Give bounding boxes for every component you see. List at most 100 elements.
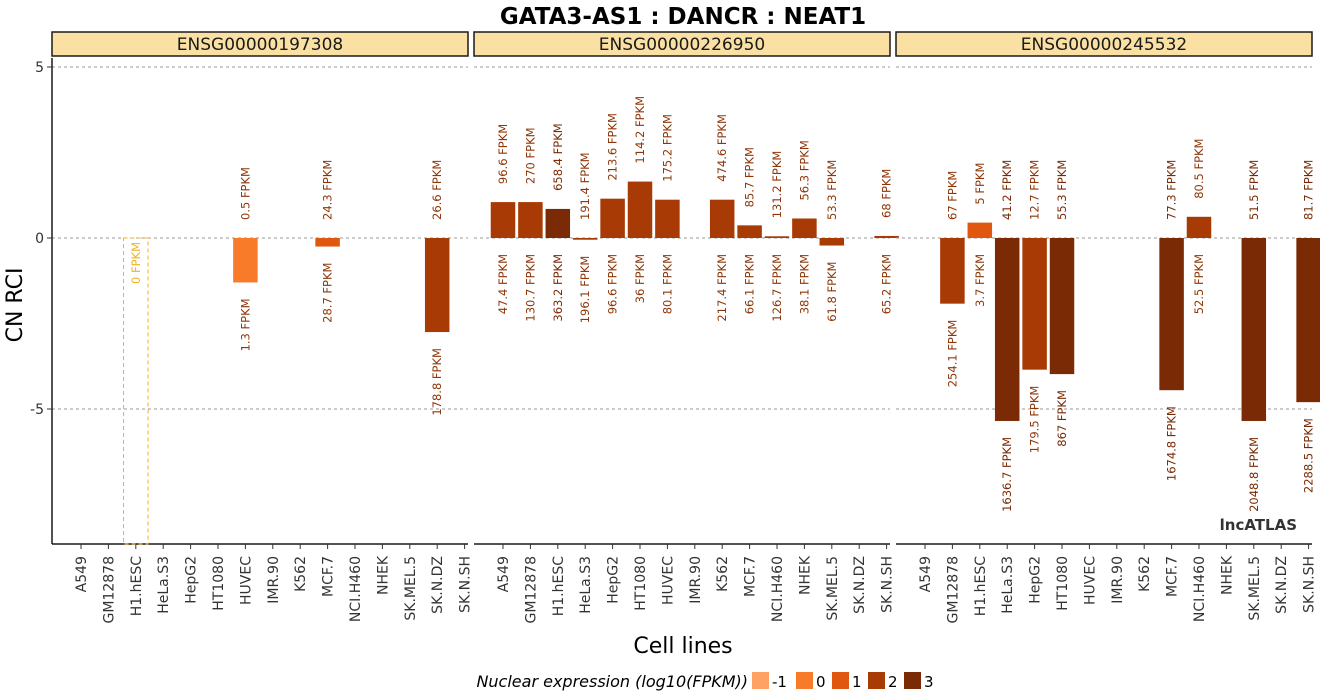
cytoplasmic-fpkm-label: 270 FPKM <box>523 127 537 184</box>
legend-swatch <box>868 672 885 689</box>
x-tick-label: HeLa.S3 <box>1000 556 1016 614</box>
nuclear-fpkm-label: 66.1 FPKM <box>743 254 757 314</box>
x-tick-label: HT1080 <box>1055 556 1071 611</box>
x-tick-label: H1.hESC <box>129 556 145 616</box>
nuclear-fpkm-label: 178.8 FPKM <box>430 348 444 416</box>
nuclear-fpkm-label: 1674.8 FPKM <box>1165 406 1179 481</box>
x-tick-label: SK.N.DZ <box>852 556 868 614</box>
cytoplasmic-fpkm-label: 0.5 FPKM <box>238 167 252 220</box>
x-axis-title: Cell lines <box>633 634 732 659</box>
nuclear-fpkm-label: 2288.5 FPKM <box>1302 418 1316 493</box>
legend-swatch <box>832 672 849 689</box>
bar-NCI.H460 <box>764 236 790 238</box>
legend-label: 1 <box>852 673 862 691</box>
chart-title: GATA3-AS1 : DANCR : NEAT1 <box>500 4 866 30</box>
cytoplasmic-fpkm-label: 474.6 FPKM <box>715 114 729 182</box>
x-tick-label: HUVEC <box>660 556 676 605</box>
x-tick-label: HUVEC <box>238 556 254 605</box>
legend-swatch <box>752 672 769 689</box>
cytoplasmic-fpkm-label: 55.3 FPKM <box>1055 160 1069 220</box>
x-tick-label: HUVEC <box>1082 556 1098 605</box>
x-tick-label: IMR.90 <box>1110 556 1126 604</box>
nuclear-fpkm-label: 96.6 FPKM <box>606 254 620 314</box>
bar-SK.MEL.5 <box>819 238 845 246</box>
nuclear-fpkm-label: 179.5 FPKM <box>1028 386 1042 454</box>
cytoplasmic-fpkm-label: 24.3 FPKM <box>321 160 335 220</box>
y-tick-label: -5 <box>30 402 44 418</box>
nuclear-fpkm-label: 867 FPKM <box>1055 390 1069 447</box>
x-tick-label: GM12878 <box>523 556 539 623</box>
x-tick-label: HeLa.S3 <box>578 556 594 614</box>
legend-swatch <box>796 672 813 689</box>
nuclear-fpkm-label: 47.4 FPKM <box>496 254 510 314</box>
x-tick-label: SK.N.DZ <box>430 556 446 614</box>
x-tick-label: NCI.H460 <box>1192 556 1208 622</box>
cytoplasmic-fpkm-label: 80.5 FPKM <box>1192 139 1206 199</box>
legend: Nuclear expression (log10(FPKM)) -1 0 1 2 3 <box>476 672 934 691</box>
x-tick-label: NHEK <box>1219 555 1235 595</box>
cytoplasmic-fpkm-label: 658.4 FPKM <box>551 123 565 191</box>
panel-strip <box>895 31 1313 57</box>
cytoplasmic-fpkm-label: 53.3 FPKM <box>825 160 839 220</box>
panel-1: ENSG00000197308 A549 GM12878 H1.hESC HeLa.S3… <box>51 31 474 623</box>
bar-HT1080 <box>1049 238 1075 375</box>
x-tick-label: A549 <box>918 556 934 592</box>
nuclear-fpkm-label: 38.1 FPKM <box>797 254 811 314</box>
bar-HUVEC <box>233 238 258 283</box>
x-tick-label: H1.hESC <box>973 556 989 616</box>
cytoplasmic-fpkm-label: 68 FPKM <box>880 169 894 218</box>
legend-label: 0 <box>816 673 826 691</box>
nuclear-fpkm-label: 52.5 FPKM <box>1192 254 1206 314</box>
nuclear-fpkm-label: 2048.8 FPKM <box>1247 437 1261 512</box>
y-axis-title: CN RCI <box>3 268 28 343</box>
x-tick-label: SK.N.SH <box>880 556 896 613</box>
cytoplasmic-fpkm-label: 5 FPKM <box>973 163 987 205</box>
bar-HepG2 <box>600 198 625 238</box>
x-tick-label: K562 <box>293 556 309 592</box>
x-tick-label: GM12878 <box>101 556 117 623</box>
nuclear-fpkm-label: 1636.7 FPKM <box>1000 437 1014 512</box>
nuclear-fpkm-label: 217.4 FPKM <box>715 254 729 322</box>
panel-strip <box>473 31 891 57</box>
x-tick-label: SK.MEL.5 <box>1247 556 1263 621</box>
bar-SK.N.DZ <box>424 238 450 333</box>
x-tick-label: SK.N.SH <box>1302 556 1318 613</box>
bar-SK.N.SH <box>874 235 899 238</box>
x-tick-label: SK.N.SH <box>458 556 474 613</box>
y-tick-label: 0 <box>35 231 44 247</box>
nuclear-fpkm-label: 80.1 FPKM <box>660 254 674 314</box>
x-tick-label: HepG2 <box>606 556 622 604</box>
bar-GM12878 <box>518 202 543 238</box>
panel-strip-label: ENSG00000226950 <box>599 35 765 55</box>
x-tick-label: NHEK <box>375 555 391 595</box>
bar-MCF.7 <box>1159 238 1184 391</box>
nuclear-fpkm-label: 363.2 FPKM <box>551 254 565 322</box>
x-tick-label: K562 <box>1137 556 1153 592</box>
x-tick-label: NHEK <box>797 555 813 595</box>
x-tick-label: SK.MEL.5 <box>403 556 419 621</box>
nuclear-fpkm-label: 0 FPKM <box>129 242 143 284</box>
y-axis: 5 0 -5 <box>30 58 53 544</box>
cytoplasmic-fpkm-label: 81.7 FPKM <box>1302 160 1316 220</box>
lncatlas-watermark: lncATLAS <box>1220 516 1297 534</box>
bar-NHEK <box>792 218 817 238</box>
legend-label: 2 <box>888 673 898 691</box>
cytoplasmic-fpkm-label: 85.7 FPKM <box>743 147 757 207</box>
bar-H1.hESC <box>123 237 149 545</box>
nuclear-fpkm-label: 1.3 FPKM <box>238 298 252 351</box>
bar-K562 <box>709 199 735 238</box>
panel-strip <box>51 31 469 57</box>
x-tick-label: IMR.90 <box>266 556 282 604</box>
x-tick-label: IMR.90 <box>688 556 704 604</box>
nuclear-fpkm-label: 3.7 FPKM <box>973 254 987 307</box>
cytoplasmic-fpkm-label: 131.2 FPKM <box>770 151 784 219</box>
panels: ENSG00000197308 A549 GM12878 H1.hESC HeLa.S3… <box>30 31 1320 623</box>
x-tick-label: K562 <box>715 556 731 592</box>
cytoplasmic-fpkm-label: 96.6 FPKM <box>496 124 510 184</box>
bar-HeLa.S3 <box>572 238 598 240</box>
y-tick-label: 5 <box>35 60 44 76</box>
nuclear-fpkm-label: 28.7 FPKM <box>321 263 335 323</box>
cytoplasmic-fpkm-label: 56.3 FPKM <box>797 140 811 200</box>
x-tick-label: A549 <box>74 556 90 592</box>
bar-HeLa.S3 <box>994 238 1020 421</box>
